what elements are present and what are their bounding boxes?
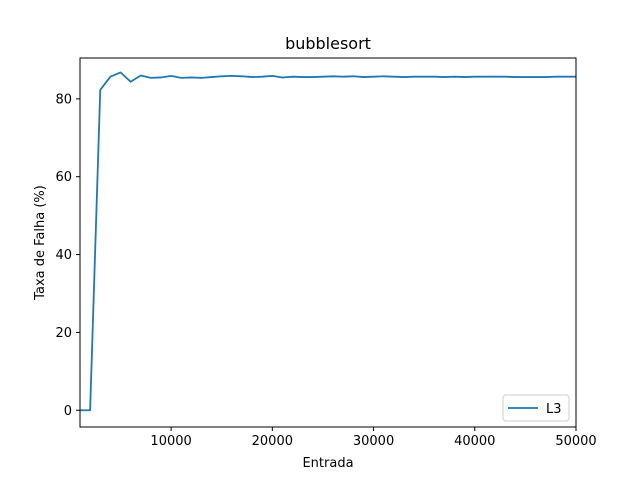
- y-tick-label: 40: [55, 248, 72, 263]
- chart-title: bubblesort: [285, 34, 371, 53]
- series-line: [80, 71, 576, 412]
- x-tick-label: 50000: [555, 434, 596, 449]
- plot-frame: [79, 57, 577, 428]
- legend: L3: [502, 394, 570, 422]
- legend-label: L3: [546, 402, 562, 417]
- plot-area: [80, 58, 576, 427]
- x-tick-label: 20000: [252, 434, 293, 449]
- x-tick-label: 10000: [150, 434, 191, 449]
- x-tick-label: 40000: [454, 434, 495, 449]
- y-axis-label: Taxa de Falha (%): [33, 185, 48, 301]
- y-tick-label: 80: [55, 92, 72, 107]
- x-tick-label: 30000: [353, 434, 394, 449]
- x-axis-label: Entrada: [302, 456, 353, 471]
- y-tick-label: 0: [64, 404, 72, 419]
- y-tick-label: 60: [55, 170, 72, 185]
- ticks-layer: 10000 20000 30000 40000 50000 0 20 40 60 80: [55, 92, 596, 449]
- series-layer: [80, 71, 576, 412]
- y-tick-label: 20: [55, 326, 72, 341]
